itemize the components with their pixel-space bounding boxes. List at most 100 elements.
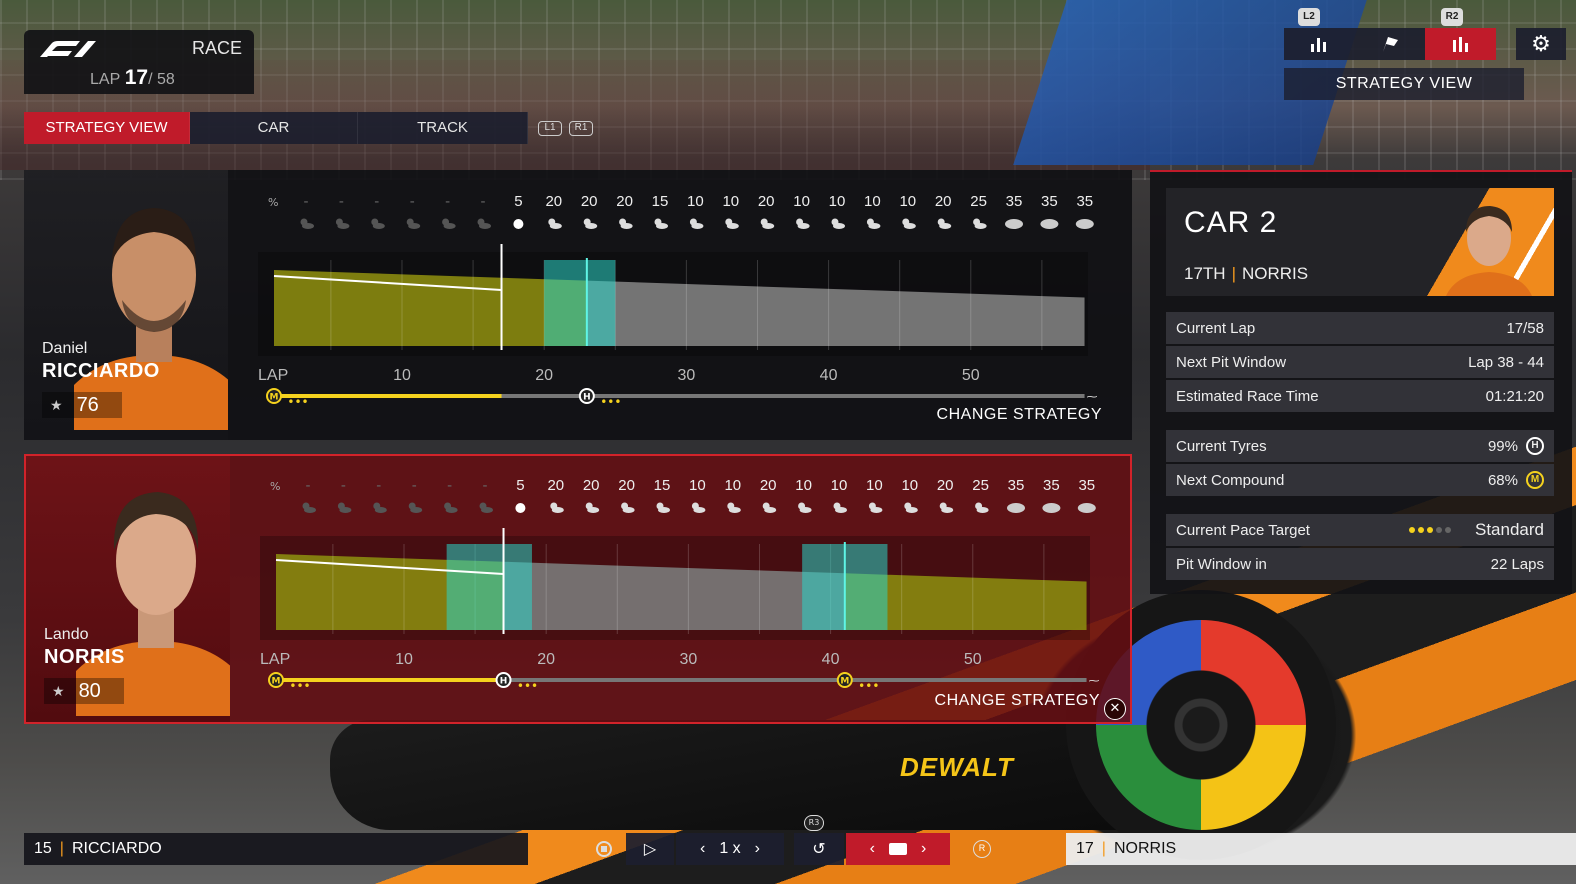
- tyre-stats: Current Tyres 99% H Next Compound 68% M: [1166, 430, 1554, 498]
- weather-cloud-part: [585, 223, 598, 229]
- rain-percent: 20: [581, 193, 598, 210]
- rain-percent: 20: [937, 477, 954, 494]
- sponsor-logo: DEWALT: [900, 752, 1014, 782]
- rain-percent: -: [447, 477, 452, 494]
- weather-cloud-part: [410, 507, 423, 513]
- x-tick-label: 30: [677, 367, 695, 384]
- pit-window: [544, 260, 616, 346]
- lap-counter: LAP 17/ 58: [90, 66, 175, 89]
- stat-row: Next Pit Window Lap 38 - 44: [1166, 346, 1554, 378]
- tab-track[interactable]: TRACK: [358, 112, 528, 144]
- chevron-right-icon[interactable]: ›: [754, 840, 760, 857]
- view-mode-bar: [1284, 28, 1497, 60]
- weather-cloud-part: [551, 507, 564, 513]
- rain-percent: -: [341, 477, 346, 494]
- rain-percent: 35: [1041, 193, 1058, 210]
- l2-button-hint: L2: [1298, 8, 1320, 26]
- tyre-stint-area: [586, 280, 1085, 346]
- session-label: RACE: [191, 38, 242, 58]
- change-strategy-button[interactable]: CHANGE STRATEGY: [934, 692, 1100, 709]
- car-info-card: CAR 2 17TH | NORRIS Current Lap 17/58 Next …: [1150, 170, 1572, 594]
- strategy-chart-icon: [1452, 37, 1468, 52]
- driver-face-icon: [76, 492, 230, 716]
- rain-percent: 10: [795, 477, 812, 494]
- rain-percent: 15: [652, 193, 669, 210]
- change-strategy-button[interactable]: CHANGE STRATEGY: [936, 406, 1102, 423]
- r3-button-hint: R3: [804, 815, 824, 831]
- stats-view-button[interactable]: [1284, 28, 1355, 60]
- driver-panel-ricciardo[interactable]: Daniel RICCIARDO ★ 76 % - - - - - - 5 20 20 20 15 10…: [24, 170, 1132, 440]
- r1-button-hint: R1: [569, 121, 593, 136]
- rain-percent: -: [306, 477, 311, 494]
- stop-button[interactable]: [590, 833, 618, 865]
- driver-last-name: RICCIARDO: [42, 360, 160, 382]
- finish-flag-icon: ⁓: [1087, 390, 1098, 403]
- r-stick-hint: R: [962, 833, 1002, 865]
- stat-row: Current Lap 17/58: [1166, 312, 1554, 344]
- rain-percent: 35: [1076, 193, 1093, 210]
- car-subtitle: 17TH | NORRIS: [1184, 264, 1309, 283]
- camera-control[interactable]: ‹ ›: [846, 833, 950, 865]
- tyre-wear-line: [275, 559, 504, 575]
- rain-percent: -: [483, 477, 488, 494]
- play-button[interactable]: ▷: [626, 833, 674, 865]
- race-header: RACE LAP 17/ 58: [24, 30, 254, 94]
- chevron-left-icon[interactable]: ‹: [700, 840, 706, 857]
- flag-view-button[interactable]: [1355, 28, 1426, 60]
- weather-cloud-part: [337, 223, 350, 229]
- weather-cloud-part: [939, 223, 952, 229]
- car-header: CAR 2 17TH | NORRIS: [1166, 188, 1554, 296]
- rain-percent: -: [445, 193, 450, 210]
- chevron-left-icon[interactable]: ‹: [869, 840, 875, 857]
- x-tick-label: 30: [679, 651, 697, 668]
- driver-face-icon: [74, 208, 228, 430]
- weather-cloud-part: [693, 507, 706, 513]
- close-icon[interactable]: ✕: [1104, 698, 1126, 720]
- chevron-right-icon[interactable]: ›: [921, 840, 927, 857]
- rain-chance-icon: %: [268, 196, 278, 209]
- rain-percent: 10: [687, 193, 704, 210]
- driver-first-name: Lando: [44, 626, 89, 643]
- weather-cloud-part: [905, 507, 918, 513]
- rating-star-icon: ★: [50, 396, 63, 413]
- rain-percent: 20: [935, 193, 952, 210]
- rain-percent: -: [481, 193, 486, 210]
- strategy-view-button[interactable]: [1425, 28, 1497, 60]
- x-axis-label: LAP: [260, 651, 290, 668]
- weather-cloud-part: [445, 507, 458, 513]
- stat-row: Current Tyres 99% H: [1166, 430, 1554, 462]
- rain-percent: 20: [545, 193, 562, 210]
- hard-tyre-icon: H: [1526, 437, 1544, 455]
- focused-driver-right: 17 | NORRIS: [1066, 833, 1576, 865]
- tab-car[interactable]: CAR: [190, 112, 358, 144]
- stat-row: Current Pace Target Standard: [1166, 514, 1554, 546]
- rain-percent: -: [412, 477, 417, 494]
- play-icon: ▷: [643, 841, 657, 858]
- driver-panel-norris[interactable]: Lando NORRIS ★ 80 % - - - - - - 5 20 20 20 15 10 10 20…: [24, 454, 1132, 724]
- rain-chance-icon: %: [270, 480, 280, 493]
- tyre-marker-label: H: [500, 677, 508, 687]
- rewind-button[interactable]: ↺: [794, 833, 844, 865]
- car-title: CAR 2: [1184, 206, 1278, 239]
- cloud-icon: [1040, 219, 1059, 229]
- settings-button[interactable]: ⚙: [1516, 28, 1566, 60]
- weather-cloud-part: [976, 507, 989, 513]
- driver-rating: ★ 80: [44, 678, 124, 704]
- weather-cloud-part: [479, 223, 491, 229]
- playback-speed-control[interactable]: ‹ 1 x ›: [676, 833, 784, 865]
- x-axis-label: LAP: [258, 367, 288, 384]
- x-tick-label: 50: [964, 651, 982, 668]
- tab-strategy-view[interactable]: STRATEGY VIEW: [24, 112, 190, 144]
- sun-icon: [515, 503, 526, 513]
- weather-cloud-part: [656, 223, 668, 229]
- rain-percent: 25: [972, 477, 989, 494]
- weather-cloud-part: [691, 223, 704, 229]
- weather-cloud-part: [374, 507, 387, 513]
- x-tick-label: 40: [820, 367, 838, 384]
- medium-tyre-icon: [266, 388, 282, 404]
- cloud-icon: [1007, 503, 1025, 513]
- rain-percent: 10: [689, 477, 706, 494]
- speed-value: 1 x: [719, 840, 741, 857]
- weather-cloud-part: [372, 223, 385, 229]
- flag-icon: [1383, 37, 1398, 52]
